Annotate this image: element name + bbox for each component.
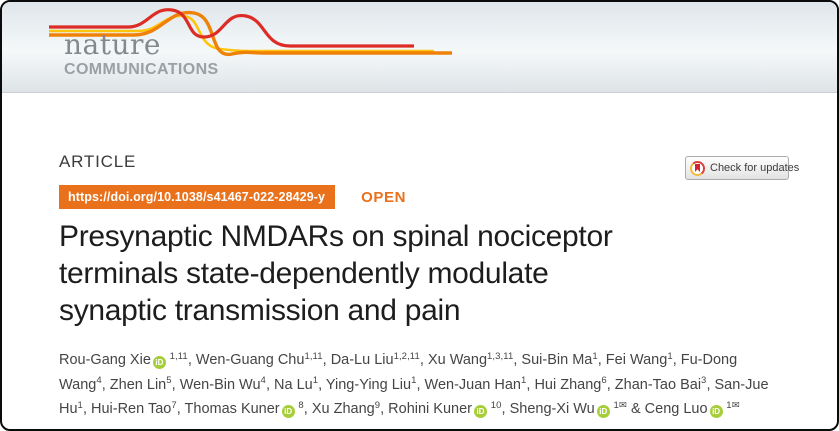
article-title: Presynaptic NMDARs on spinal nociceptor … (59, 218, 837, 329)
orcid-icon[interactable]: iD (709, 405, 723, 418)
affiliation-superscript: 1,11 (304, 350, 323, 362)
affiliation-superscript: 5 (166, 375, 172, 386)
check-for-updates-button[interactable]: Check for updates (685, 156, 799, 180)
check-for-updates-label: Check for updates (710, 162, 800, 174)
journal-masthead: nature COMMUNICATIONS (2, 2, 837, 93)
orcid-icon[interactable]: iD (596, 405, 610, 418)
author-name: Ying-Ying Liu (325, 376, 412, 393)
affiliation-superscript: 1,11 (166, 350, 188, 362)
article-title-line-1: Presynaptic NMDARs on spinal nociceptor (59, 220, 613, 253)
author-name: Zhan-Tao Bai (614, 376, 702, 393)
affiliation-superscript: 1 (592, 350, 598, 362)
journal-brand: nature COMMUNICATIONS (64, 30, 219, 79)
affiliation-superscript: 7 (171, 399, 177, 411)
nature-waves-logo-graphic (49, 8, 452, 56)
affiliation-superscript: 9 (374, 399, 381, 411)
affiliation-superscript: 8 (295, 399, 304, 411)
orcid-icon[interactable]: iD (281, 405, 295, 418)
author-name: Sui-Bin Ma (521, 352, 593, 368)
affiliation-superscript: 1 (411, 375, 417, 386)
author-name: Xu Zhang (311, 401, 375, 417)
article-title-line-3: synaptic transmission and pain (59, 294, 461, 327)
author-name: Da-Lu Liu (330, 352, 394, 368)
affiliation-superscript: 1 (312, 375, 319, 386)
affiliation-superscript: 3 (701, 375, 707, 386)
affiliation-superscript: 1,2,11 (393, 350, 420, 362)
author-name: Zhen Lin (109, 376, 167, 393)
affiliation-superscript: 4 (260, 375, 266, 386)
affiliation-superscript: 1 (520, 375, 527, 386)
affiliation-superscript: 10 (488, 399, 502, 411)
open-access-label: OPEN (361, 188, 407, 206)
article-header: ARTICLE https://doi.org/10.1038/s41467-0… (2, 152, 837, 423)
author-list: Rou-Gang Xie iD 1,11, Wen-Guang Chu1,11, … (59, 350, 769, 418)
affiliation-superscript: 6 (601, 375, 607, 386)
author-name: Wen-Bin Wu (179, 376, 261, 393)
author-name: San-Jue Hu (59, 376, 769, 418)
affiliation-superscript: 1 (667, 350, 673, 362)
affiliation-superscript: 1✉ (610, 399, 627, 411)
author-name: Fu-Dong Wang (59, 352, 738, 393)
author-name: Sheng-Xi Wu (509, 401, 595, 417)
brand-communications-wordmark: COMMUNICATIONS (64, 61, 219, 78)
bookmark-icon (695, 164, 700, 172)
doi-row: https://doi.org/10.1038/s41467-022-28429… (59, 185, 837, 209)
crossmark-icon (690, 160, 705, 176)
brand-nature-wordmark: nature (64, 28, 161, 61)
author-name: Hui-Ren Tao (91, 401, 172, 417)
orcid-icon[interactable]: iD (152, 356, 166, 369)
author-name: Fei Wang (605, 352, 668, 368)
email-corresponding-author-icon[interactable]: ✉ (618, 399, 627, 411)
affiliation-superscript: 4 (96, 375, 102, 386)
email-corresponding-author-icon[interactable]: ✉ (731, 399, 740, 411)
author-name: Wen-Juan Han (424, 376, 521, 393)
orcid-icon[interactable]: iD (474, 405, 487, 418)
author-name: Hui Zhang (534, 376, 602, 393)
author-name: Ceng Luo (644, 401, 708, 417)
affiliation-superscript: 1,3,11 (487, 350, 514, 362)
article-type-label: ARTICLE (59, 152, 137, 171)
author-name: Na Lu (274, 376, 313, 393)
author-name: Thomas Kuner (184, 401, 280, 417)
author-name: Rohini Kuner (388, 401, 472, 417)
affiliation-superscript: 1✉ (723, 399, 740, 411)
article-title-line-2: terminals state-dependently modulate (59, 257, 549, 290)
author-name: Rou-Gang Xie (59, 352, 151, 368)
author-name: Xu Wang (427, 352, 488, 368)
doi-link-badge[interactable]: https://doi.org/10.1038/s41467-022-28429… (59, 185, 336, 209)
affiliation-superscript: 1 (77, 399, 83, 411)
author-name: Wen-Guang Chu (195, 352, 305, 368)
